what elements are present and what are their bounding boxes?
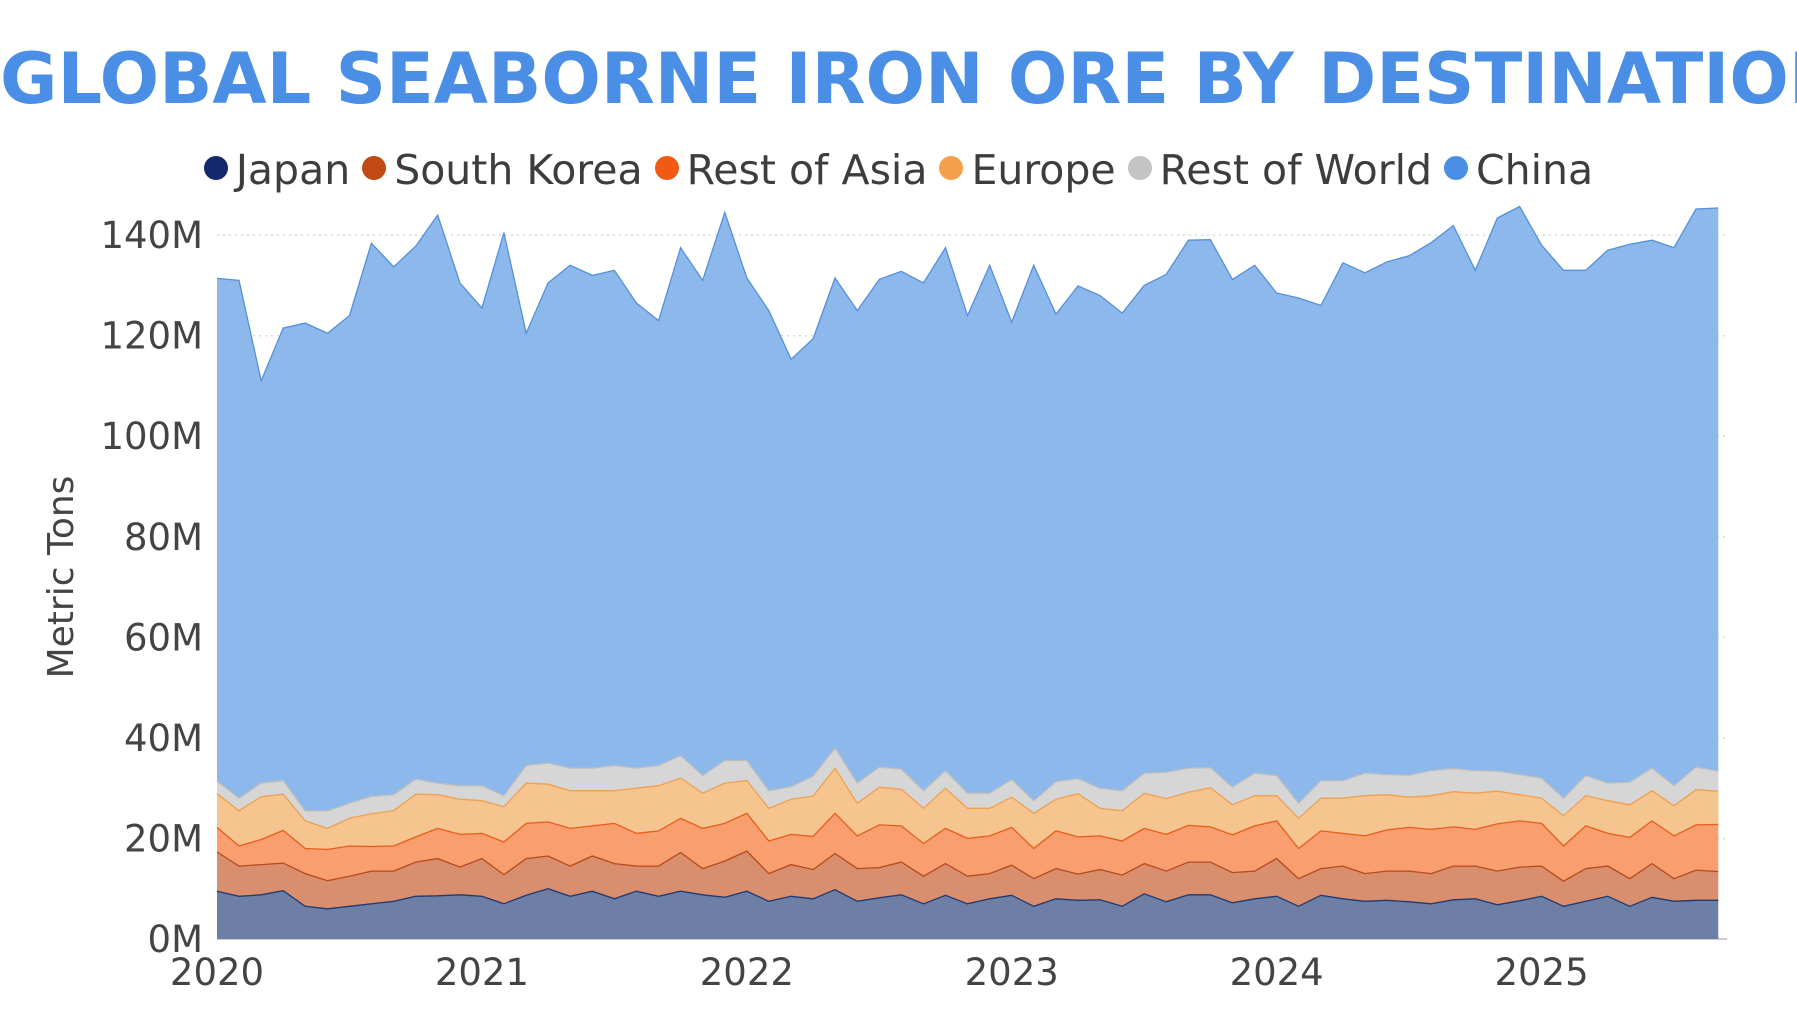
line-europe (216, 766, 1719, 830)
legend-label: Europe (971, 146, 1116, 194)
x-tick-label: 2024 (1230, 951, 1324, 994)
legend-dot-icon (1127, 156, 1152, 180)
legend-dot-icon (939, 156, 964, 180)
legend-item-south-korea[interactable]: South Korea (362, 146, 643, 194)
series-lines (216, 205, 1719, 910)
legend-label: Japan (235, 146, 351, 194)
legend-item-rest-of-asia[interactable]: Rest of Asia (654, 146, 928, 194)
line-rest-of-asia (216, 812, 1719, 851)
y-tick-label: 100M (100, 415, 203, 458)
y-tick-label: 40M (124, 717, 203, 760)
x-axis-ticks: 2020 2021 2022 2023 2024 2025 (170, 951, 1589, 994)
legend-dot-icon (203, 156, 228, 180)
chart-title: GLOBAL SEABORNE IRON ORE BY DESTINATION (0, 38, 1797, 120)
line-south-korea (216, 850, 1719, 882)
y-tick-label: 120M (100, 315, 203, 358)
y-axis-title: Metric Tons (41, 476, 82, 679)
line-china (216, 205, 1719, 384)
x-tick-label: 2020 (170, 951, 264, 994)
legend-label: China (1476, 146, 1594, 194)
x-tick-label: 2021 (435, 951, 529, 994)
y-tick-label: 60M (124, 616, 203, 659)
x-tick-label: 2025 (1494, 951, 1588, 994)
area-south-korea (217, 851, 1719, 909)
y-tick-label: 0M (148, 918, 203, 961)
y-tick-label: 140M (100, 214, 203, 257)
area-japan (217, 888, 1719, 939)
legend-item-europe[interactable]: Europe (939, 146, 1116, 194)
legend-item-japan[interactable]: Japan (203, 146, 351, 194)
area-china (217, 206, 1719, 811)
y-tick-label: 20M (124, 817, 203, 860)
legend-dot-icon (362, 156, 387, 180)
legend-label: Rest of Asia (686, 146, 928, 194)
legend-item-china[interactable]: China (1444, 146, 1593, 194)
legend: Japan South Korea Rest of Asia Europe Rest o… (0, 146, 1797, 194)
area-rest-of-asia (217, 813, 1719, 882)
line-japan (216, 888, 1719, 910)
legend-label: South Korea (394, 146, 643, 194)
line-rest-of-world (216, 746, 1719, 812)
y-tick-label: 80M (124, 516, 203, 559)
legend-item-rest-of-world[interactable]: Rest of World (1127, 146, 1433, 194)
legend-dot-icon (1444, 156, 1469, 180)
y-axis-ticks: 0M 20M 40M 60M 80M 100M 120M 140M (100, 214, 203, 961)
x-tick-label: 2022 (700, 951, 794, 994)
x-tick-label: 2023 (965, 951, 1059, 994)
legend-label: Rest of World (1159, 146, 1433, 194)
legend-dot-icon (654, 156, 679, 180)
